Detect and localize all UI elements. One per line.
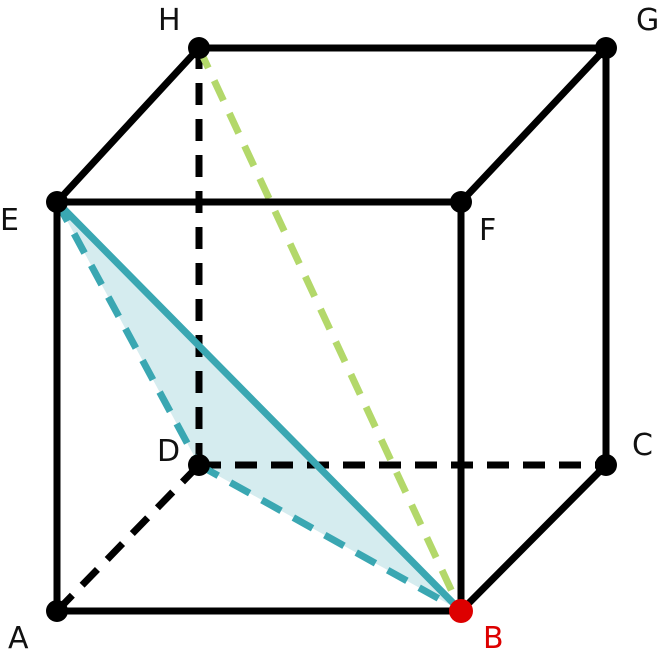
vertex-label-b: B — [483, 621, 504, 656]
hidden-edge-ad — [54, 462, 202, 614]
vertex-label-a: A — [8, 621, 29, 656]
vertex-label-c: C — [632, 428, 653, 463]
edge-gf — [457, 44, 610, 206]
vertex-label-f: F — [479, 213, 496, 248]
vertex-g-dot — [595, 37, 617, 59]
vertex-c-dot — [595, 454, 617, 476]
diagonal-hb — [195, 46, 465, 613]
triangle-edge-eb — [53, 198, 465, 615]
edge-eh — [53, 44, 203, 206]
edge-bc — [457, 461, 610, 615]
vertex-f-dot — [450, 191, 472, 213]
vertex-label-g: G — [636, 3, 659, 38]
vertex-label-h: H — [158, 3, 181, 38]
vertex-label-e: E — [0, 203, 19, 238]
vertex-e-dot — [46, 191, 68, 213]
vertex-h-dot — [188, 37, 210, 59]
triangle-edge-db — [197, 461, 463, 615]
triangle-edge-ed — [53, 200, 203, 467]
vertex-label-d: D — [157, 434, 180, 469]
vertex-b-dot — [449, 599, 473, 623]
vertex-a-dot — [46, 600, 68, 622]
vertex-d-dot — [188, 454, 210, 476]
